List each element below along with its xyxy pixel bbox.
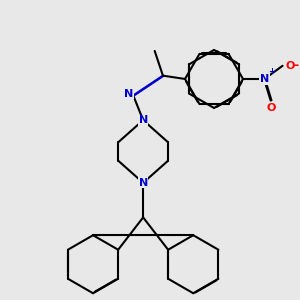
Text: +: +: [268, 67, 275, 76]
Text: N: N: [124, 89, 134, 99]
Text: O: O: [266, 103, 276, 112]
Text: -: -: [294, 59, 299, 72]
Text: N: N: [139, 115, 148, 125]
Text: N: N: [139, 178, 148, 188]
Text: O: O: [285, 61, 295, 71]
Text: N: N: [260, 74, 269, 84]
